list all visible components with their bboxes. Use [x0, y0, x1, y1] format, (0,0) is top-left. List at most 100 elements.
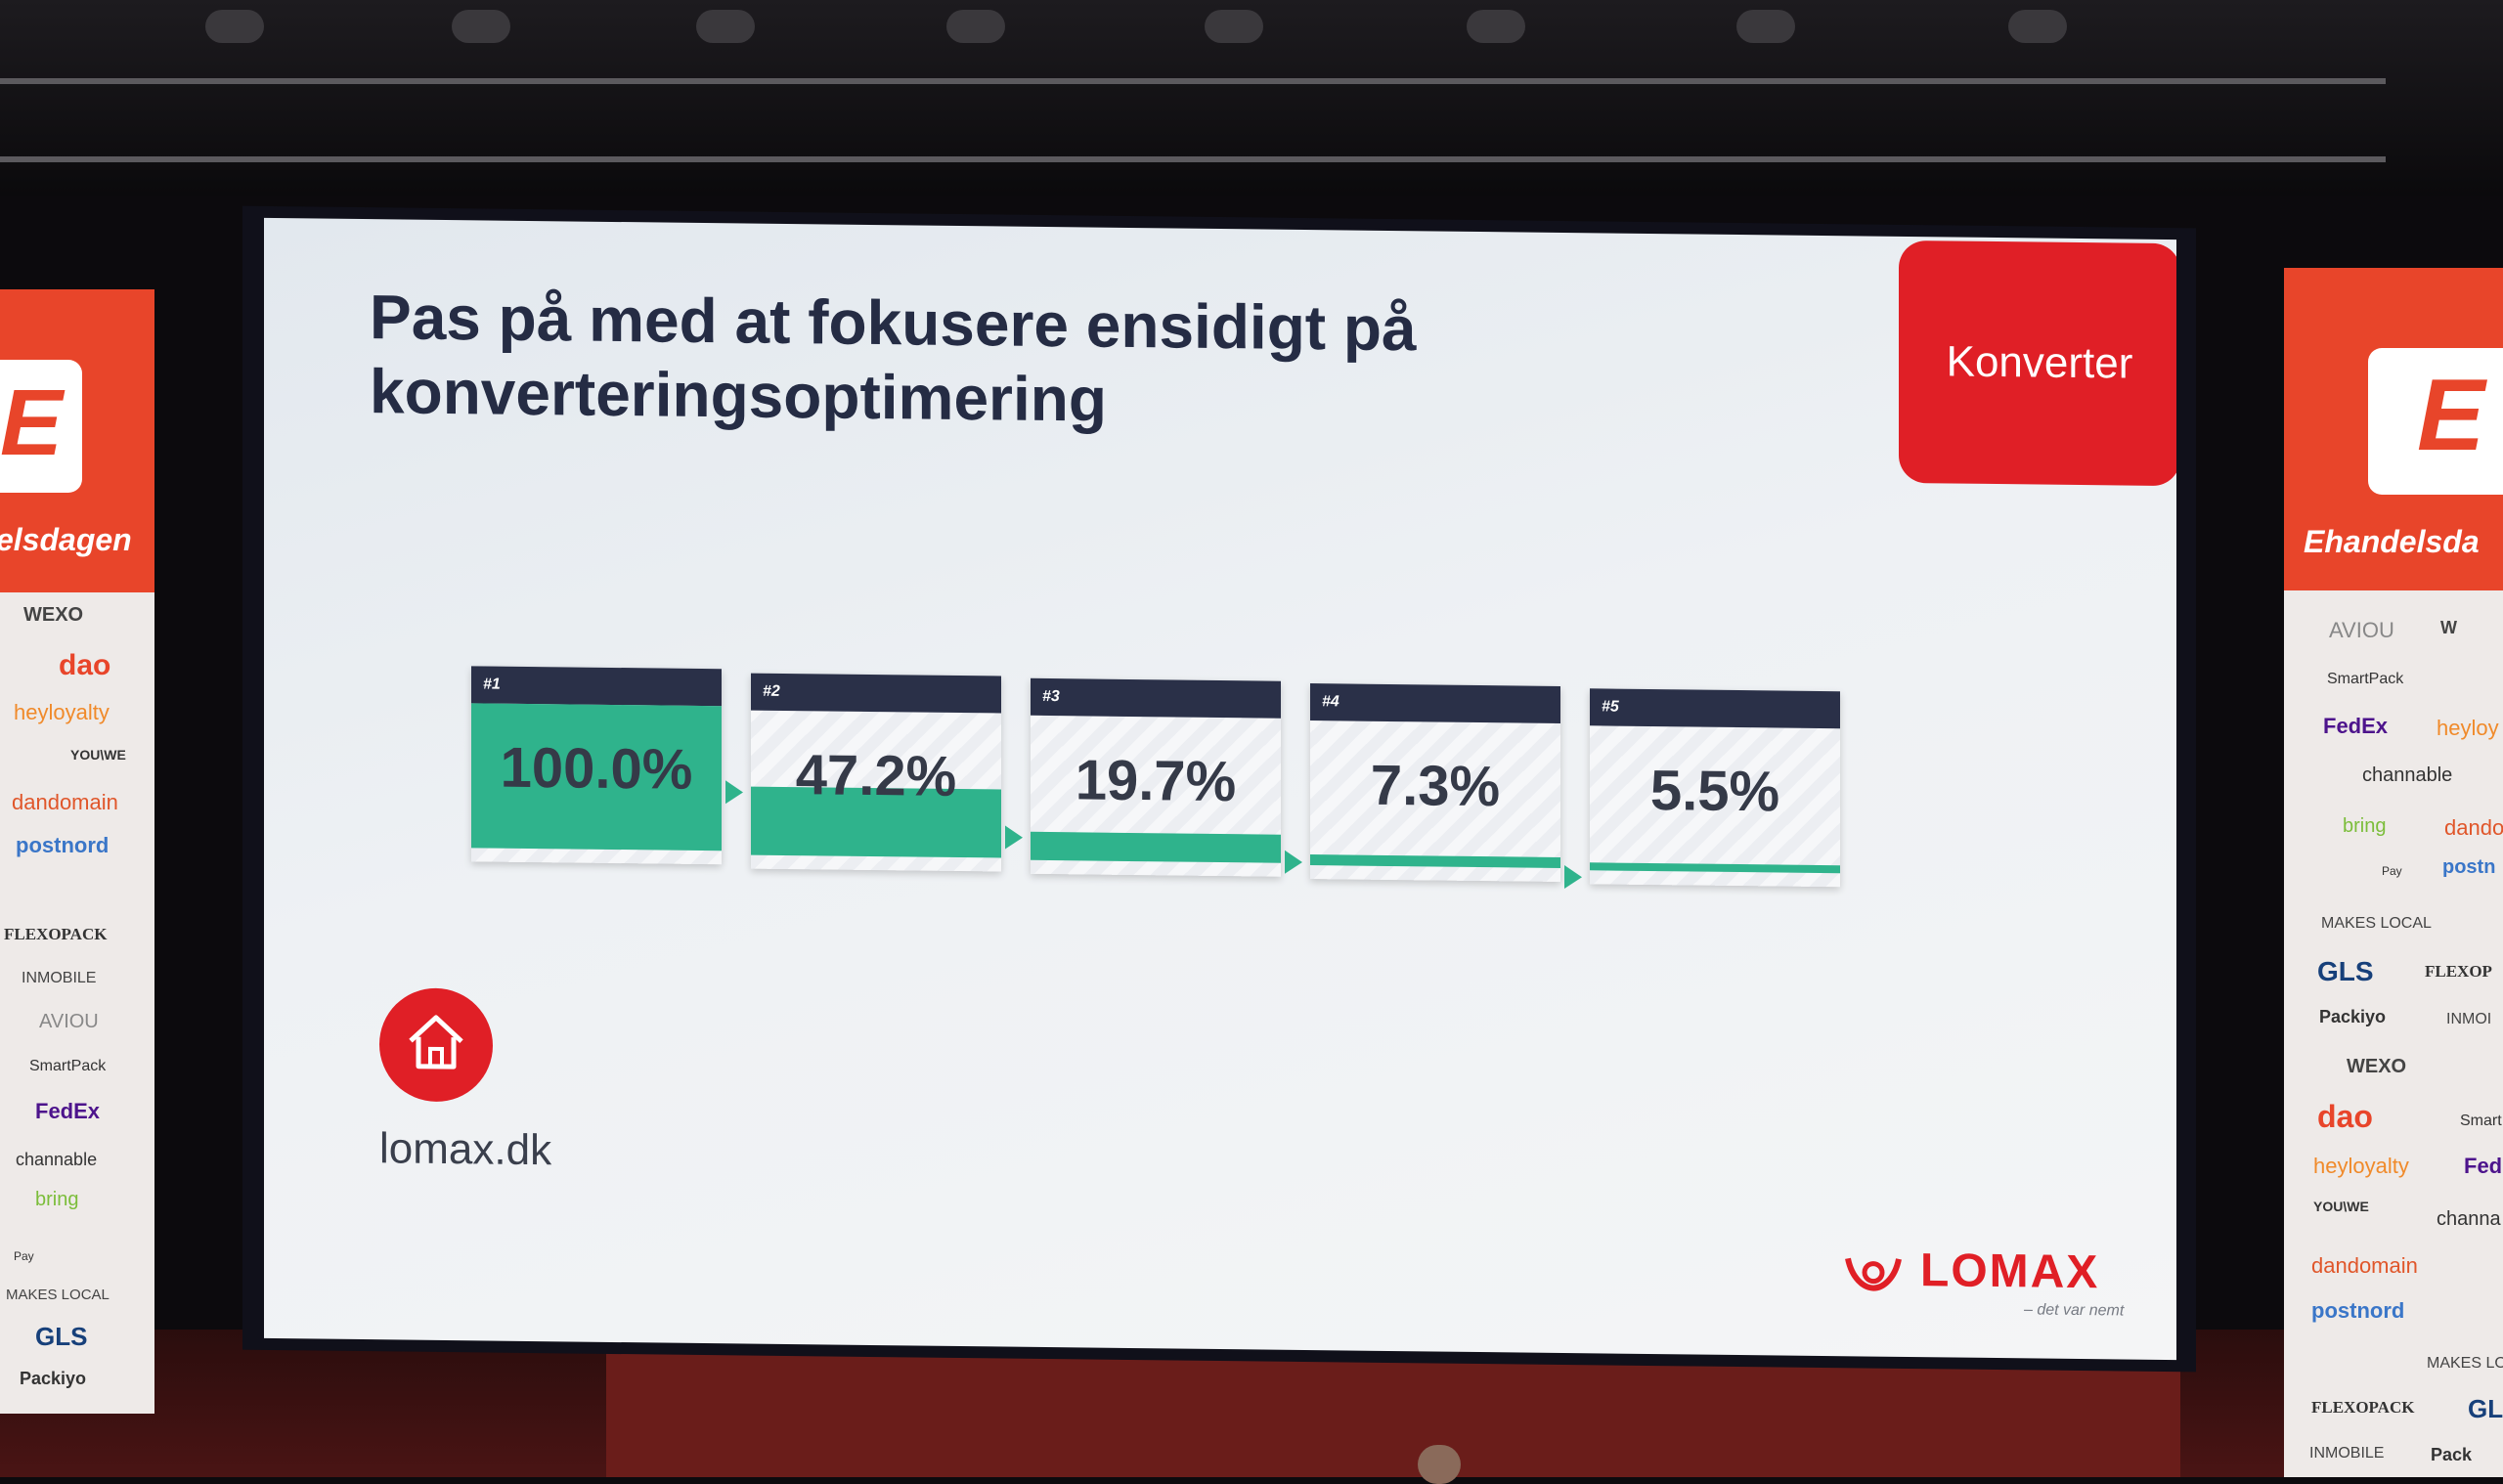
- sponsor-logo: WEXO: [2347, 1056, 2407, 1077]
- sponsor-logo: Pack: [2431, 1445, 2473, 1464]
- funnel-arrow-icon: [1005, 825, 1023, 850]
- sponsor-logo: Packiyo: [2319, 1007, 2387, 1026]
- banner-header: E Ehandelsda: [2284, 268, 2503, 590]
- funnel-step-value: 5.5%: [1649, 759, 1780, 824]
- funnel-arrow-icon: [1564, 864, 1582, 889]
- funnel-step: #4 7.3%: [1310, 683, 1560, 882]
- sponsor-logo: MAKES LOCAL: [6, 1287, 110, 1303]
- sponsor-logo: FLEXOPACK: [4, 925, 108, 943]
- presentation-slide: Pas på med at fokusere ensidigt på konve…: [264, 217, 2176, 1361]
- sponsor-logo: dao: [2317, 1099, 2373, 1134]
- sponsor-logo: INMOBILE: [2309, 1445, 2385, 1462]
- sponsor-logo: dandomain: [12, 790, 118, 814]
- sponsor-logo: AVIOU: [2329, 618, 2394, 642]
- banner-logo: E: [0, 360, 82, 493]
- conversion-funnel: #1 100.0% #2 47.2% #3 19.7% #4 7.3% #5 5.5%: [471, 666, 1918, 897]
- stage-lights: [0, 10, 2503, 49]
- sponsor-logo: postn: [2442, 856, 2496, 878]
- funnel-arrow-icon: [725, 780, 743, 805]
- event-banner-right: E Ehandelsda AVIOU W SmartPack FedEx hey…: [2284, 268, 2503, 1477]
- sponsor-logo: postnord: [2311, 1298, 2405, 1323]
- lomax-logo-icon: [1845, 1257, 1902, 1291]
- truss-beam: [0, 156, 2386, 162]
- brand-name: LOMAX: [1920, 1244, 2100, 1299]
- stage-light: [452, 10, 510, 43]
- funnel-step-number: #5: [1590, 688, 1840, 729]
- sponsor-logo: SmartPack: [2327, 671, 2404, 687]
- sponsor-logo: YOU\WE: [70, 747, 126, 763]
- home-badge: [379, 987, 493, 1103]
- sponsor-logo: heyloy: [2437, 716, 2499, 740]
- sponsor-logo: bring: [2343, 815, 2387, 837]
- funnel-step-value: 100.0%: [500, 735, 693, 802]
- stage-truss: [0, 0, 2503, 196]
- projection-screen: Pas på med at fokusere ensidigt på konve…: [242, 205, 2196, 1373]
- sponsor-logo: INMOBILE: [22, 970, 97, 986]
- funnel-step-number: #2: [751, 673, 1001, 714]
- sponsor-logo: heyloyalty: [2313, 1154, 2409, 1178]
- funnel-step: #2 47.2%: [751, 673, 1001, 872]
- stage-light: [946, 10, 1005, 43]
- funnel-step-number: #1: [471, 666, 722, 707]
- funnel-step-value: 47.2%: [795, 743, 957, 808]
- stage-light: [1736, 10, 1795, 43]
- sponsor-logo: MAKES LOCAL: [2321, 915, 2432, 932]
- sponsor-logo: GLS: [2317, 956, 2374, 986]
- funnel-step-fill: [1310, 854, 1560, 868]
- sponsor-logo: Fed: [2464, 1154, 2503, 1178]
- sponsor-logo: dandor: [2444, 815, 2503, 840]
- stage-light: [1467, 10, 1525, 43]
- home-icon: [409, 1015, 463, 1069]
- sponsor-logo: FedEx: [35, 1099, 101, 1123]
- banner-event-name: Ehandelsda: [2304, 524, 2480, 559]
- cart-e-icon: E: [0, 371, 64, 475]
- sponsor-logo: INMOI: [2446, 1011, 2492, 1027]
- cart-e-icon: E: [2417, 359, 2485, 472]
- funnel-step-value: 7.3%: [1370, 753, 1501, 819]
- sponsor-logo: SmartPack: [29, 1058, 107, 1074]
- truss-beam: [0, 78, 2386, 84]
- slide-title-line: konverteringsoptimering: [370, 356, 1107, 435]
- sponsor-logo: FedEx: [2323, 714, 2389, 738]
- sponsor-logo: W: [2440, 618, 2457, 637]
- funnel-step-fill: [1590, 862, 1840, 874]
- sponsor-logo: postnord: [16, 833, 110, 857]
- funnel-step: #1 100.0%: [471, 666, 722, 865]
- sponsor-logo: Pay: [2382, 864, 2402, 878]
- funnel-arrow-icon: [1285, 851, 1302, 875]
- sponsor-logo: heyloyalty: [14, 700, 110, 724]
- banner-event-name: elsdagen: [0, 522, 132, 557]
- brand-tagline: – det var nemt: [2024, 1301, 2125, 1320]
- funnel-step-number: #4: [1310, 683, 1560, 723]
- sponsor-logo: GLS: [35, 1322, 88, 1351]
- banner-header: E elsdagen: [0, 289, 154, 592]
- sponsor-logo: bring: [35, 1189, 79, 1210]
- sponsor-logo: MAKES LO: [2427, 1355, 2503, 1372]
- event-banner-left: E elsdagen WEXO dao heyloyalty YOU\WE da…: [0, 289, 154, 1414]
- website-url: lomax.dk: [379, 1124, 552, 1175]
- sponsor-logo: YOU\WE: [2313, 1199, 2369, 1214]
- funnel-step: #3 19.7%: [1031, 677, 1281, 877]
- sponsor-logo: FLEXOP: [2425, 962, 2492, 981]
- sponsor-logo: channa: [2437, 1208, 2501, 1230]
- konverter-badge: Konverter: [1899, 240, 2176, 487]
- funnel-step-value: 19.7%: [1075, 748, 1237, 814]
- banner-logo: E: [2368, 348, 2503, 495]
- sponsor-logo: FLEXOPACK: [2311, 1398, 2415, 1417]
- slide-title-line: Pas på med at fokusere ensidigt på: [370, 282, 1417, 365]
- slide-title: Pas på med at fokusere ensidigt på konve…: [370, 280, 1543, 442]
- stage-light: [205, 10, 264, 43]
- stage-light: [696, 10, 755, 43]
- sponsor-logo: AVIOU: [39, 1011, 99, 1032]
- sponsor-logo: channable: [2362, 764, 2453, 786]
- audience-head: [1418, 1445, 1461, 1484]
- stage-light: [1205, 10, 1263, 43]
- sponsor-logo: Smart: [2460, 1113, 2502, 1129]
- sponsor-logo: GL: [2468, 1394, 2503, 1423]
- sponsor-logo: dao: [59, 649, 111, 681]
- sponsor-logo: dandomain: [2311, 1253, 2418, 1278]
- funnel-step-number: #3: [1031, 677, 1281, 719]
- stage-light: [2008, 10, 2067, 43]
- funnel-step-fill: [1031, 831, 1281, 863]
- funnel-step: #5 5.5%: [1590, 688, 1840, 888]
